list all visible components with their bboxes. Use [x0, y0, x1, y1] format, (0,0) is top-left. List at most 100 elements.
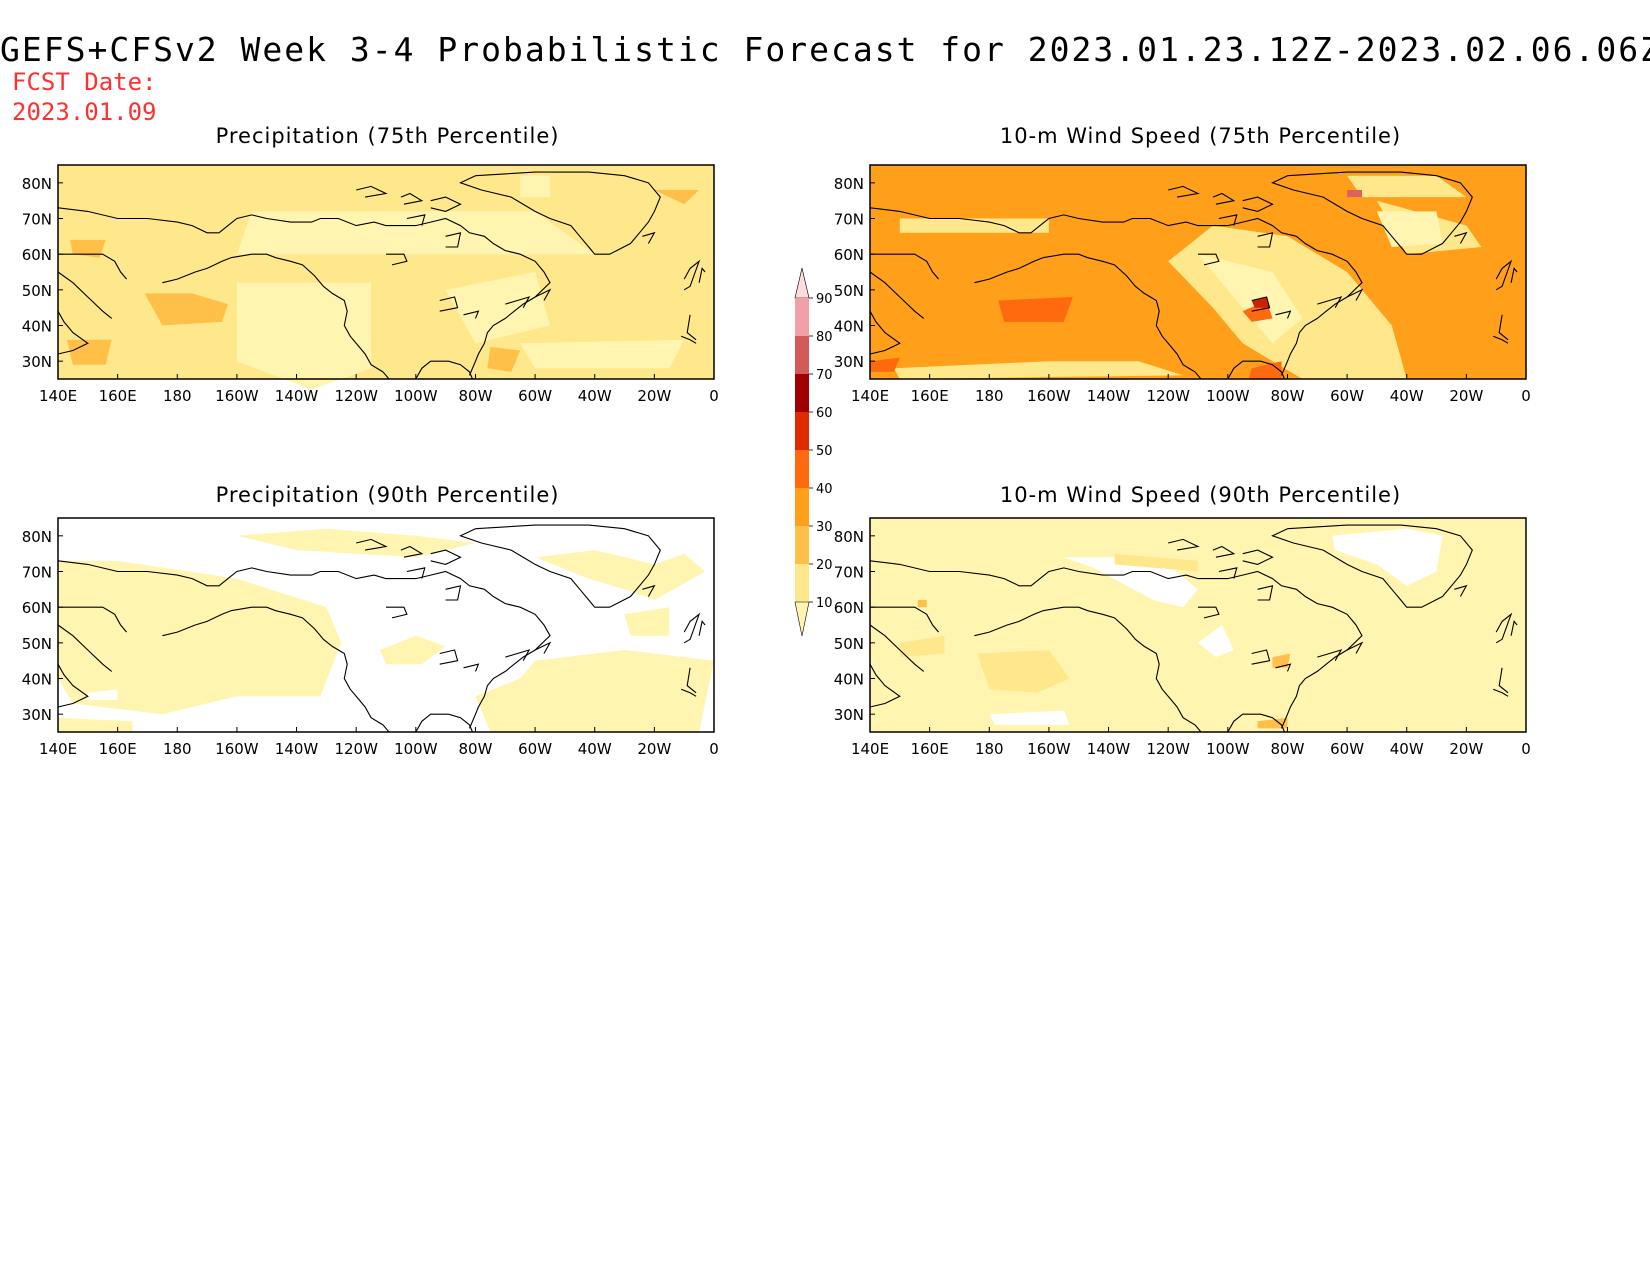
lat-label: 60N	[22, 246, 52, 264]
coastline-segment	[1492, 688, 1509, 697]
coastline-segment	[870, 253, 940, 280]
lat-label: 70N	[834, 564, 864, 582]
lon-label: 180	[163, 387, 192, 405]
lat-label: 50N	[22, 635, 52, 653]
coastline-segment	[974, 257, 1044, 284]
lon-label: 160W	[215, 740, 259, 758]
coastline-segment	[1242, 549, 1274, 565]
coastline-segment	[1227, 360, 1286, 380]
coastline-segment	[400, 192, 424, 205]
main-title: GEFS+CFSv2 Week 3-4 Probabilistic Foreca…	[0, 30, 1650, 69]
lon-label: 120W	[1146, 387, 1190, 405]
lon-label: 120W	[334, 740, 378, 758]
coastline-segment	[1346, 641, 1364, 654]
wind-90-field	[870, 518, 1526, 732]
probability-patch	[1347, 190, 1362, 198]
lon-label: 160W	[215, 387, 259, 405]
probability-patch	[1272, 653, 1291, 668]
coastline-segment	[1495, 612, 1513, 644]
lat-label: 80N	[834, 528, 864, 546]
coastline-segment	[1495, 259, 1513, 291]
coastline-segment	[870, 606, 940, 633]
colorbar-bottom-arrow	[794, 601, 810, 637]
precip-90-title: Precipitation (90th Percentile)	[215, 483, 560, 507]
probability-patch	[1257, 717, 1288, 729]
coastline-segment	[230, 253, 390, 380]
coastline-segment	[1251, 296, 1271, 312]
coastline-segment	[1492, 335, 1509, 344]
probability-patch	[1332, 528, 1443, 586]
lon-label: 60W	[1330, 387, 1364, 405]
coastline-segment	[406, 214, 426, 226]
colorbar-top-arrow	[794, 267, 810, 299]
lon-label: 80W	[1270, 387, 1304, 405]
lat-label: 40N	[834, 318, 864, 336]
precip-75-map: 140E 160E 180 160W 140W 120W 100W 80W 60W 40W 20W 0…	[22, 164, 719, 405]
coastline-segment	[1042, 253, 1202, 380]
coastline-segment	[1168, 185, 1200, 198]
probability-patch	[977, 650, 1070, 693]
coastline-segment	[439, 649, 459, 665]
coastline-segment	[57, 663, 89, 708]
probability-patch	[251, 714, 321, 725]
probability-patch	[998, 297, 1073, 322]
colorbar-legend: 10 20 30 40 50 60 70 80 90	[794, 267, 833, 637]
precip-90-map: 140E 160E 180 160W 140W 120W 100W 80W 60W 40W 20W 0…	[22, 517, 719, 758]
probability-patch	[1063, 557, 1198, 608]
lat-label: 70N	[22, 211, 52, 229]
map-frame	[57, 517, 715, 733]
lon-label: 60W	[518, 387, 552, 405]
coastline-segment	[1212, 545, 1236, 558]
precip-75-field	[58, 165, 714, 390]
lon-label: 140W	[1087, 387, 1131, 405]
coastline-segment	[430, 196, 462, 212]
coastline-segment	[505, 649, 531, 661]
coastline-segment	[1510, 620, 1518, 636]
coastline	[869, 171, 1518, 380]
lon-label: 80W	[458, 740, 492, 758]
lat-label: 50N	[834, 635, 864, 653]
lon-label: 140W	[275, 740, 319, 758]
coastline-segment	[698, 620, 706, 636]
coastline-segment	[57, 207, 551, 376]
coastline	[57, 171, 706, 380]
probability-patch	[87, 689, 118, 700]
lon-label: 120W	[1146, 740, 1190, 758]
coastline-segment	[57, 624, 113, 672]
colorbar-segment	[795, 374, 809, 412]
probability-patch	[624, 607, 670, 636]
coastline-segment	[415, 360, 474, 380]
lat-label: 30N	[22, 706, 52, 724]
lon-label: 120W	[334, 387, 378, 405]
colorbar-segment	[795, 412, 809, 450]
coastline-segment	[974, 610, 1044, 637]
probability-patch	[893, 361, 1184, 379]
coastline-segment	[869, 560, 1363, 729]
lon-label: 160W	[1027, 740, 1071, 758]
coastline-segment	[463, 663, 480, 672]
colorbar-label: 60	[816, 406, 833, 421]
wind-75-title: 10-m Wind Speed (75th Percentile)	[999, 124, 1402, 148]
coastline-segment	[1454, 584, 1468, 597]
wind-75-map: 140E 160E 180 160W 140W 120W 100W 80W 60W 40W 20W 0…	[834, 164, 1531, 405]
lat-label: 30N	[22, 353, 52, 371]
probability-patch	[1198, 254, 1303, 344]
coastline-segment	[463, 310, 480, 319]
coastline-segment	[57, 271, 113, 319]
coastline-segment	[1198, 253, 1220, 266]
lon-label: 20W	[637, 740, 671, 758]
coastline-segment	[459, 524, 661, 608]
coastline-segment	[1218, 214, 1238, 226]
probability-patch	[487, 346, 521, 372]
lon-label: 180	[163, 740, 192, 758]
colorbar-segment	[795, 298, 809, 336]
lat-label: 80N	[22, 175, 52, 193]
lon-label: 80W	[458, 387, 492, 405]
fcst-date-label: FCST Date:	[12, 68, 157, 96]
lon-label: 140E	[39, 387, 77, 405]
lon-label: 160E	[911, 387, 949, 405]
probability-patch	[535, 550, 706, 600]
coastline-segment	[445, 585, 462, 601]
coastline-segment	[869, 207, 1363, 376]
lon-label: 140E	[39, 740, 77, 758]
